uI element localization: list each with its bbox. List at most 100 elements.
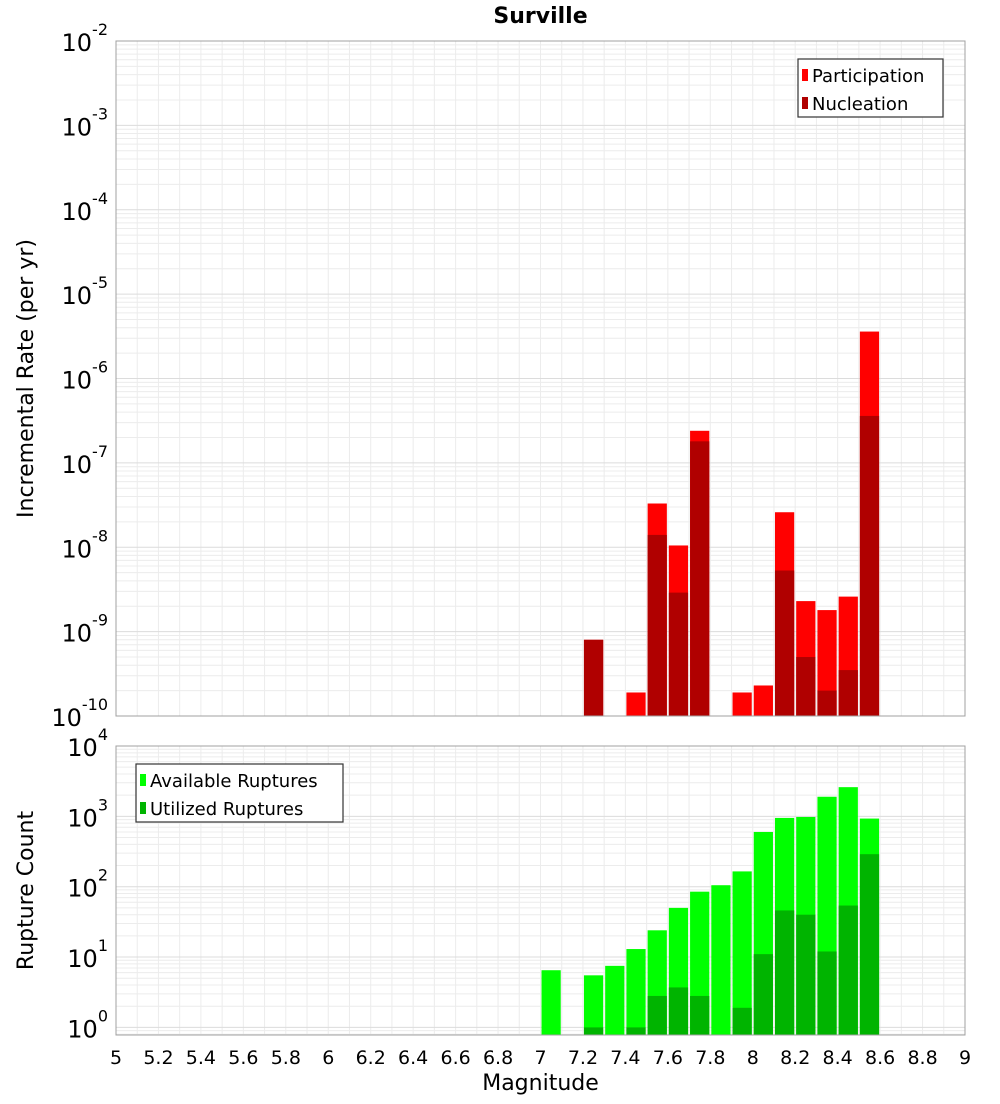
bar	[838, 670, 858, 716]
y-tick-exponent: -3	[92, 104, 108, 123]
y-tick-label: 10-2	[62, 20, 109, 57]
bar	[626, 692, 646, 716]
y-tick-base: 10	[62, 198, 93, 226]
bar	[796, 914, 816, 1035]
y-tick-label: 10-4	[62, 189, 109, 226]
y-tick-base: 10	[67, 945, 98, 973]
x-tick-label: 5.4	[186, 1047, 216, 1069]
bar	[753, 954, 773, 1035]
legend-label: Utilized Ruptures	[150, 799, 303, 820]
bar	[626, 1027, 646, 1035]
legend-label: Available Ruptures	[150, 771, 318, 792]
bar	[817, 610, 837, 716]
bar	[605, 965, 625, 1035]
y-tick-base: 10	[67, 875, 98, 903]
y-tick-label: 10-6	[62, 358, 109, 395]
bar	[817, 690, 837, 716]
plot-frame	[115, 745, 966, 1036]
y-tick-exponent: 3	[98, 795, 108, 814]
bar	[626, 949, 646, 1035]
y-tick-label: 10-9	[62, 611, 109, 648]
legend: Available Ruptures Utilized Ruptures	[135, 763, 344, 823]
bar	[732, 692, 752, 716]
legend-swatch	[140, 802, 146, 814]
x-tick-label: 7.2	[568, 1047, 598, 1069]
y-tick-exponent: -6	[92, 358, 108, 377]
bar	[711, 885, 731, 1035]
y-tick-exponent: -10	[82, 695, 108, 714]
x-tick-label: 6	[322, 1047, 334, 1069]
y-tick-base: 10	[67, 1015, 98, 1043]
y-tick-exponent: 2	[98, 866, 108, 885]
bar	[838, 905, 858, 1035]
y-tick-label: 102	[67, 866, 108, 903]
y-tick-base: 10	[62, 535, 93, 563]
x-tick-label: 8.8	[907, 1047, 937, 1069]
y-axis-label: Rupture Count	[14, 811, 39, 971]
y-tick-label: 10-8	[62, 526, 109, 563]
bar	[732, 1007, 752, 1035]
bar	[583, 1027, 604, 1035]
y-tick-base: 10	[62, 367, 93, 395]
y-tick-label: 10-5	[62, 273, 109, 310]
y-tick-label: 104	[67, 725, 108, 762]
bar	[583, 639, 604, 716]
legend-label: Nucleation	[812, 94, 908, 115]
legend-swatch	[802, 69, 808, 81]
bar	[774, 570, 795, 716]
x-tick-label: 8.2	[780, 1047, 810, 1069]
x-tick-label: 6.8	[483, 1047, 513, 1069]
x-tick-label: 6.6	[440, 1047, 470, 1069]
legend-label: Participation	[812, 66, 924, 87]
y-tick-label: 101	[67, 936, 108, 973]
bar	[732, 871, 752, 1035]
x-tick-label: 7.8	[695, 1047, 725, 1069]
y-tick-label: 100	[67, 1006, 108, 1043]
legend-box	[797, 58, 944, 118]
y-tick-base: 10	[51, 704, 82, 732]
y-tick-exponent: -9	[92, 611, 108, 630]
x-tick-label: 6.4	[398, 1047, 428, 1069]
y-tick-label: 10-10	[51, 695, 108, 732]
x-tick-label: 5.2	[143, 1047, 173, 1069]
x-tick-label: 5	[110, 1047, 122, 1069]
x-tick-label: 7	[534, 1047, 546, 1069]
bar	[690, 441, 710, 716]
bar	[817, 951, 837, 1035]
bar	[647, 534, 667, 716]
bar	[859, 415, 880, 716]
bar	[583, 975, 604, 1035]
y-tick-label: 10-3	[62, 104, 109, 141]
y-tick-base: 10	[67, 804, 98, 832]
bar	[753, 685, 773, 716]
y-tick-exponent: -4	[92, 189, 108, 208]
x-tick-label: 8.4	[823, 1047, 853, 1069]
x-tick-label: 5.6	[228, 1047, 258, 1069]
x-tick-label: 7.4	[610, 1047, 640, 1069]
y-tick-exponent: 4	[98, 725, 108, 744]
chart-title: Surville	[493, 4, 587, 29]
bar	[859, 854, 880, 1035]
plot-frame	[115, 40, 966, 717]
x-tick-label: 5.8	[271, 1047, 301, 1069]
y-tick-label: 10-7	[62, 442, 109, 479]
y-tick-exponent: -8	[92, 526, 108, 545]
y-tick-exponent: 1	[98, 936, 108, 955]
series-1	[583, 415, 880, 716]
bar	[796, 657, 816, 716]
bar	[541, 970, 561, 1035]
x-tick-label: 9	[959, 1047, 971, 1069]
bar	[668, 592, 689, 716]
bar	[774, 910, 795, 1035]
legend: Participation Nucleation	[797, 58, 944, 118]
bar	[647, 995, 667, 1035]
legend-swatch	[140, 774, 146, 786]
y-tick-label: 103	[67, 795, 108, 832]
y-tick-exponent: 0	[98, 1006, 108, 1025]
x-tick-label: 7.6	[653, 1047, 683, 1069]
x-axis-label: Magnitude	[482, 1071, 599, 1096]
y-tick-base: 10	[62, 113, 93, 141]
